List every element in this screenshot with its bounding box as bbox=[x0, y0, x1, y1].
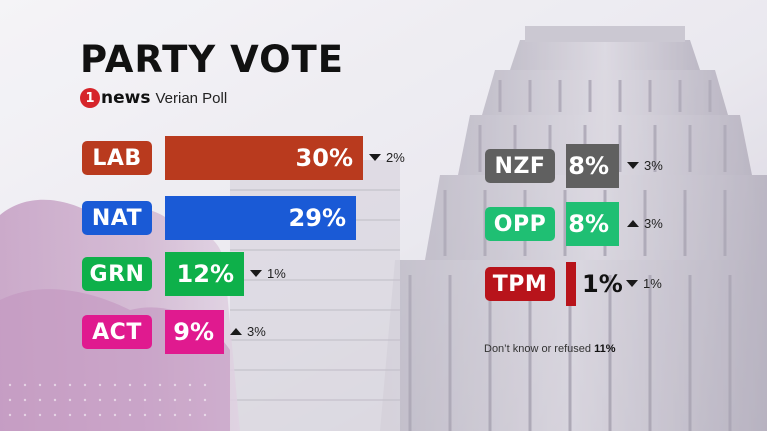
bar-value-lab: 30% bbox=[295, 144, 353, 172]
bar-value-nzf: 8% bbox=[568, 152, 609, 180]
chart-title: PARTY VOTE bbox=[80, 38, 345, 81]
footnote: Don’t know or refused 11% bbox=[484, 343, 615, 355]
triangle-down-icon bbox=[250, 270, 262, 277]
party-label-nzf: NZF bbox=[485, 149, 555, 183]
bar-grn bbox=[165, 252, 244, 296]
brand-line: 1 news Verian Poll bbox=[80, 86, 227, 110]
bar-lab bbox=[165, 136, 363, 180]
bar-value-grn: 12% bbox=[176, 260, 234, 288]
change-value-lab: 2% bbox=[386, 150, 405, 165]
bar-value-nat: 29% bbox=[288, 204, 346, 232]
party-label-act: ACT bbox=[82, 315, 152, 349]
change-value-nzf: 3% bbox=[644, 158, 663, 173]
change-value-tpm: 1% bbox=[643, 276, 662, 291]
party-label-nat: NAT bbox=[82, 201, 152, 235]
news-logo-icon: 1 bbox=[80, 88, 100, 108]
poll-name: Verian Poll bbox=[155, 89, 228, 107]
triangle-down-icon bbox=[369, 154, 381, 161]
change-value-opp: 3% bbox=[644, 216, 663, 231]
bar-value-tpm: 1% bbox=[582, 270, 623, 298]
triangle-up-icon bbox=[627, 220, 639, 227]
change-value-grn: 1% bbox=[267, 266, 286, 281]
triangle-up-icon bbox=[230, 328, 242, 335]
bar-tpm bbox=[566, 262, 576, 306]
change-act: 3% bbox=[230, 324, 266, 339]
change-nzf: 3% bbox=[627, 158, 663, 173]
bar-opp bbox=[566, 202, 619, 246]
bar-nat bbox=[165, 196, 356, 240]
triangle-down-icon bbox=[626, 280, 638, 287]
change-grn: 1% bbox=[250, 266, 286, 281]
change-value-act: 3% bbox=[247, 324, 266, 339]
change-opp: 3% bbox=[627, 216, 663, 231]
change-tpm: 1% bbox=[626, 276, 662, 291]
bar-act bbox=[165, 310, 224, 354]
footnote-value: 11% bbox=[594, 343, 616, 355]
bar-nzf bbox=[566, 144, 619, 188]
bar-value-act: 9% bbox=[173, 318, 214, 346]
party-label-tpm: TPM bbox=[485, 267, 555, 301]
change-lab: 2% bbox=[369, 150, 405, 165]
party-label-opp: OPP bbox=[485, 207, 555, 241]
triangle-down-icon bbox=[627, 162, 639, 169]
news-logo-word: news bbox=[101, 88, 151, 108]
bar-value-opp: 8% bbox=[568, 210, 609, 238]
footnote-text: Don’t know or refused bbox=[484, 343, 591, 355]
party-label-grn: GRN bbox=[82, 257, 152, 291]
party-label-lab: LAB bbox=[82, 141, 152, 175]
